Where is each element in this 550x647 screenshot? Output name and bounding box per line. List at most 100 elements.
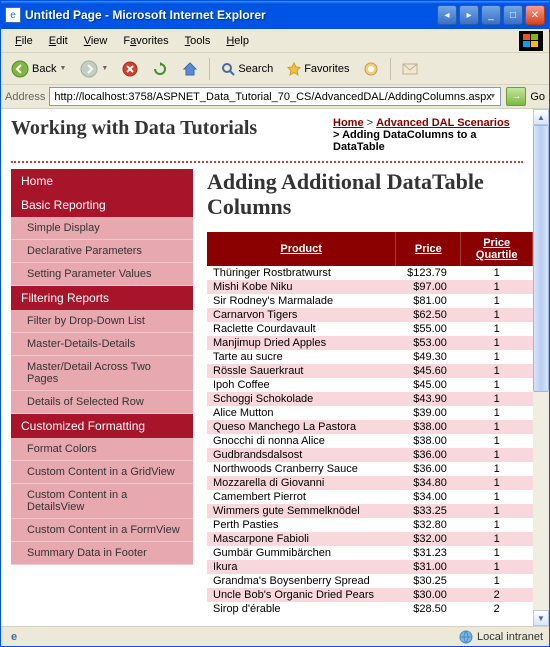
close-button[interactable]: ✕ xyxy=(525,5,545,25)
nav-basic-reporting[interactable]: Basic Reporting xyxy=(11,193,193,217)
cell-price: $49.30 xyxy=(396,350,461,364)
sidebar-item[interactable]: Master/Detail Across Two Pages xyxy=(11,356,193,391)
sidebar-item[interactable]: Custom Content in a GridView xyxy=(11,461,193,484)
col-product[interactable]: Product xyxy=(207,232,396,266)
next-win-button[interactable]: ▸ xyxy=(459,5,479,25)
table-row: Thüringer Rostbratwurst$123.791 xyxy=(207,266,533,280)
cell-product: Tarte au sucre xyxy=(207,350,396,364)
table-row: Perth Pasties$32.801 xyxy=(207,518,533,532)
cell-product: Wimmers gute Semmelknödel xyxy=(207,504,396,518)
cell-price: $31.00 xyxy=(396,560,461,574)
maximize-button[interactable]: □ xyxy=(503,5,523,25)
sidebar-item[interactable]: Filter by Drop-Down List xyxy=(11,310,193,333)
cell-product: Manjimup Dried Apples xyxy=(207,336,396,350)
menu-tools[interactable]: Tools xyxy=(177,33,219,49)
cell-price: $30.25 xyxy=(396,574,461,588)
nav-customized-formatting[interactable]: Customized Formatting xyxy=(11,414,193,438)
sidebar-item[interactable]: Declarative Parameters xyxy=(11,240,193,263)
cell-product: Ikura xyxy=(207,560,396,574)
sidebar-item[interactable]: Summary Data in Footer xyxy=(11,542,193,565)
sidebar-item[interactable]: Details of Selected Row xyxy=(11,391,193,414)
table-row: Queso Manchego La Pastora$38.001 xyxy=(207,420,533,434)
cell-quartile: 1 xyxy=(461,280,533,294)
table-row: Tarte au sucre$49.301 xyxy=(207,350,533,364)
cell-price: $55.00 xyxy=(396,322,461,336)
cell-price: $36.00 xyxy=(396,462,461,476)
cell-product: Uncle Bob's Organic Dried Pears xyxy=(207,588,396,602)
window-title: Untitled Page - Microsoft Internet Explo… xyxy=(25,8,437,22)
table-row: Ikura$31.001 xyxy=(207,560,533,574)
history-button[interactable] xyxy=(357,57,385,81)
cell-quartile: 1 xyxy=(461,322,533,336)
breadcrumb: Home > Advanced DAL Scenarios > Adding D… xyxy=(333,117,523,153)
vertical-scrollbar[interactable]: ▲ ▼ xyxy=(533,109,549,626)
sidebar-item[interactable]: Simple Display xyxy=(11,217,193,240)
table-row: Uncle Bob's Organic Dried Pears$30.002 xyxy=(207,588,533,602)
sidebar-nav: Home Basic Reporting Simple DisplayDecla… xyxy=(11,169,193,626)
table-row: Sirop d'érable$28.502 xyxy=(207,602,533,616)
cell-quartile: 1 xyxy=(461,378,533,392)
nav-home[interactable]: Home xyxy=(11,169,193,193)
cell-quartile: 1 xyxy=(461,518,533,532)
menu-help[interactable]: Help xyxy=(218,33,257,49)
minimize-button[interactable]: _ xyxy=(481,5,501,25)
col-price-quartile[interactable]: Price Quartile xyxy=(461,232,533,266)
cell-price: $62.50 xyxy=(396,308,461,322)
cell-product: Camembert Pierrot xyxy=(207,490,396,504)
table-row: Northwoods Cranberry Sauce$36.001 xyxy=(207,462,533,476)
menu-favorites[interactable]: Favorites xyxy=(115,33,176,49)
col-price[interactable]: Price xyxy=(396,232,461,266)
toolbar: Back ▼ ▼ Search Favorites xyxy=(1,53,549,85)
go-button[interactable]: → xyxy=(506,87,526,106)
chevron-down-icon: ▼ xyxy=(101,65,108,72)
cell-quartile: 1 xyxy=(461,266,533,280)
sidebar-item[interactable]: Setting Parameter Values xyxy=(11,263,193,286)
sidebar-item[interactable]: Custom Content in a DetailsView xyxy=(11,484,193,519)
cell-price: $32.00 xyxy=(396,532,461,546)
forward-button[interactable]: ▼ xyxy=(74,56,114,82)
refresh-button[interactable] xyxy=(146,57,174,81)
sidebar-item[interactable]: Custom Content in a FormView xyxy=(11,519,193,542)
cell-price: $28.50 xyxy=(396,602,461,616)
menu-bar: File Edit View Favorites Tools Help xyxy=(1,29,549,53)
cell-product: Ipoh Coffee xyxy=(207,378,396,392)
cell-price: $43.90 xyxy=(396,392,461,406)
scroll-down-icon[interactable]: ▼ xyxy=(533,610,549,626)
address-bar: Address ▼ → Go xyxy=(1,85,549,109)
favorites-button[interactable]: Favorites xyxy=(281,58,355,80)
table-row: Mascarpone Fabioli$32.001 xyxy=(207,532,533,546)
cell-product: Thüringer Rostbratwurst xyxy=(207,266,396,280)
menu-edit[interactable]: Edit xyxy=(41,33,76,49)
cell-price: $45.00 xyxy=(396,378,461,392)
search-button[interactable]: Search xyxy=(215,58,279,80)
stop-button[interactable] xyxy=(116,57,144,81)
table-row: Alice Mutton$39.001 xyxy=(207,406,533,420)
zone-icon xyxy=(459,630,473,644)
status-bar: e Local intranet xyxy=(1,626,549,646)
cell-quartile: 1 xyxy=(461,434,533,448)
cell-price: $30.00 xyxy=(396,588,461,602)
cell-product: Raclette Courdavault xyxy=(207,322,396,336)
cell-quartile: 1 xyxy=(461,546,533,560)
breadcrumb-section[interactable]: Advanced DAL Scenarios xyxy=(376,117,510,129)
cell-product: Schoggi Schokolade xyxy=(207,392,396,406)
cell-quartile: 1 xyxy=(461,490,533,504)
back-button[interactable]: Back ▼ xyxy=(5,56,72,82)
scroll-track[interactable] xyxy=(533,125,549,610)
scroll-thumb[interactable] xyxy=(533,125,549,392)
window-titlebar: e Untitled Page - Microsoft Internet Exp… xyxy=(1,1,549,29)
home-button[interactable] xyxy=(176,57,204,81)
table-row: Carnarvon Tigers$62.501 xyxy=(207,308,533,322)
menu-view[interactable]: View xyxy=(76,33,116,49)
address-input[interactable] xyxy=(49,87,501,106)
menu-file[interactable]: File xyxy=(7,33,41,49)
sidebar-item[interactable]: Format Colors xyxy=(11,438,193,461)
breadcrumb-home[interactable]: Home xyxy=(333,117,364,129)
prev-win-button[interactable]: ◂ xyxy=(437,5,457,25)
nav-filtering-reports[interactable]: Filtering Reports xyxy=(11,286,193,310)
table-row: Ipoh Coffee$45.001 xyxy=(207,378,533,392)
cell-product: Perth Pasties xyxy=(207,518,396,532)
mail-button[interactable] xyxy=(396,58,424,80)
sidebar-item[interactable]: Master-Details-Details xyxy=(11,333,193,356)
scroll-up-icon[interactable]: ▲ xyxy=(533,109,549,125)
